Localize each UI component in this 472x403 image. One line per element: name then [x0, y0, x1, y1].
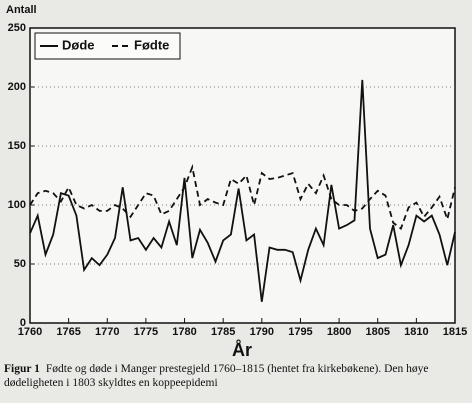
series-line: [29, 164, 456, 231]
legend-label: Fødte: [134, 37, 169, 52]
x-tick-label: 1805: [365, 326, 389, 338]
x-tick-label: 1815: [443, 326, 467, 338]
x-axis-label: År: [232, 340, 252, 360]
x-tick-label: 1775: [134, 326, 158, 338]
chart: Antall År 0 50 100 150 200 250 1760 1765 1770 177…: [6, 4, 467, 360]
x-tick-label: 1810: [404, 326, 428, 338]
y-tick-label: 50: [14, 258, 26, 270]
x-tick-label: 1790: [250, 326, 274, 338]
x-tick-label: 1760: [18, 326, 42, 338]
x-tick-label: 1785: [211, 326, 235, 338]
legend-box: [34, 32, 181, 60]
series-line: [29, 79, 456, 302]
y-tick-label: 200: [8, 81, 26, 93]
x-tick-label: 1800: [327, 326, 351, 338]
y-axis-label: Antall: [6, 4, 37, 16]
plot-frame: [29, 27, 456, 324]
figure-label: Figur 1: [4, 363, 40, 375]
y-tick-label: 250: [8, 22, 26, 34]
x-tick-label: 1770: [95, 326, 119, 338]
x-tick-label: 1780: [172, 326, 196, 338]
caption: Fødte og døde i Manger prestegjeld 1760–…: [4, 363, 429, 389]
y-tick-label: 0: [20, 317, 26, 329]
y-tick-label: 100: [8, 199, 26, 211]
y-tick-label: 150: [8, 140, 26, 152]
caption-block: Figur 1 Fødte og døde i Manger prestegjel…: [4, 362, 468, 390]
x-tick-label: 1765: [56, 326, 80, 338]
legend-label: Døde: [62, 37, 95, 52]
x-tick-label: 1795: [288, 326, 312, 338]
